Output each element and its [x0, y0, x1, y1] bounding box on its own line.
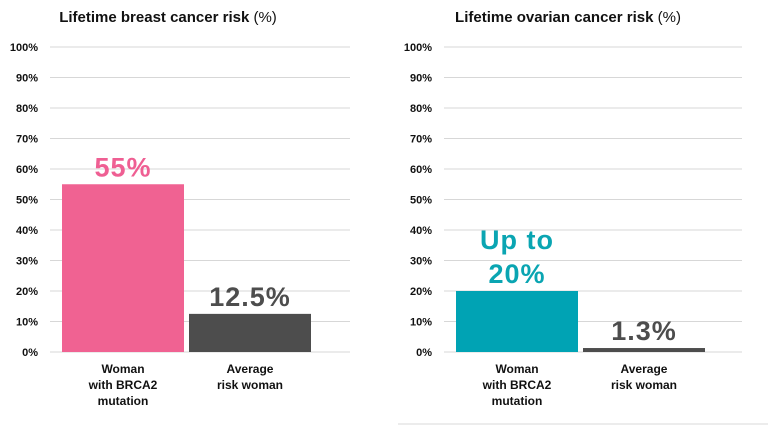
y-tick-label: 30%: [16, 256, 38, 268]
chart-title: Lifetime ovarian cancer risk (%): [455, 9, 681, 26]
y-tick-label: 50%: [16, 195, 38, 207]
x-category-label: mutation: [492, 394, 543, 408]
bar: [189, 313, 311, 352]
x-category-label: Woman: [495, 362, 538, 376]
chart-title: Lifetime breast cancer risk (%): [59, 9, 277, 26]
data-label: 20%: [488, 259, 545, 289]
data-label: 12.5%: [209, 282, 291, 312]
data-label: 55%: [94, 152, 151, 182]
y-tick-label: 30%: [410, 256, 432, 268]
y-tick-label: 100%: [404, 42, 432, 54]
y-tick-label: 10%: [410, 317, 432, 329]
y-tick-label: 20%: [16, 286, 38, 298]
y-tick-label: 20%: [410, 286, 432, 298]
x-category-label: with BRCA2: [88, 378, 158, 392]
y-tick-label: 0%: [416, 347, 432, 359]
bar: [456, 291, 578, 352]
y-tick-label: 90%: [16, 73, 38, 85]
y-tick-label: 10%: [16, 317, 38, 329]
data-label: 1.3%: [611, 316, 677, 346]
y-tick-label: 70%: [410, 134, 432, 146]
y-tick-label: 60%: [410, 164, 432, 176]
data-label: Up to: [480, 225, 554, 255]
y-tick-label: 40%: [16, 225, 38, 237]
x-category-label: Average: [621, 362, 668, 376]
y-tick-label: 100%: [10, 42, 38, 54]
y-tick-label: 70%: [16, 134, 38, 146]
y-tick-label: 90%: [410, 73, 432, 85]
y-tick-label: 80%: [16, 103, 38, 115]
bar: [583, 348, 705, 352]
chart-panel-1: Lifetime breast cancer risk (%) 0% 10% 20% 3…: [10, 9, 350, 408]
x-category-label: mutation: [98, 394, 149, 408]
y-tick-label: 80%: [410, 103, 432, 115]
x-category-label: Average: [227, 362, 274, 376]
y-tick-label: 0%: [22, 347, 38, 359]
y-tick-label: 60%: [16, 164, 38, 176]
y-tick-label: 50%: [410, 195, 432, 207]
x-category-label: with BRCA2: [482, 378, 552, 392]
y-tick-label: 40%: [410, 225, 432, 237]
bar: [62, 184, 184, 352]
x-category-label: risk woman: [217, 378, 283, 392]
x-category-label: risk woman: [611, 378, 677, 392]
chart-panel-2: Lifetime ovarian cancer risk (%) 0% 10% 20%…: [404, 9, 742, 408]
x-category-label: Woman: [101, 362, 144, 376]
